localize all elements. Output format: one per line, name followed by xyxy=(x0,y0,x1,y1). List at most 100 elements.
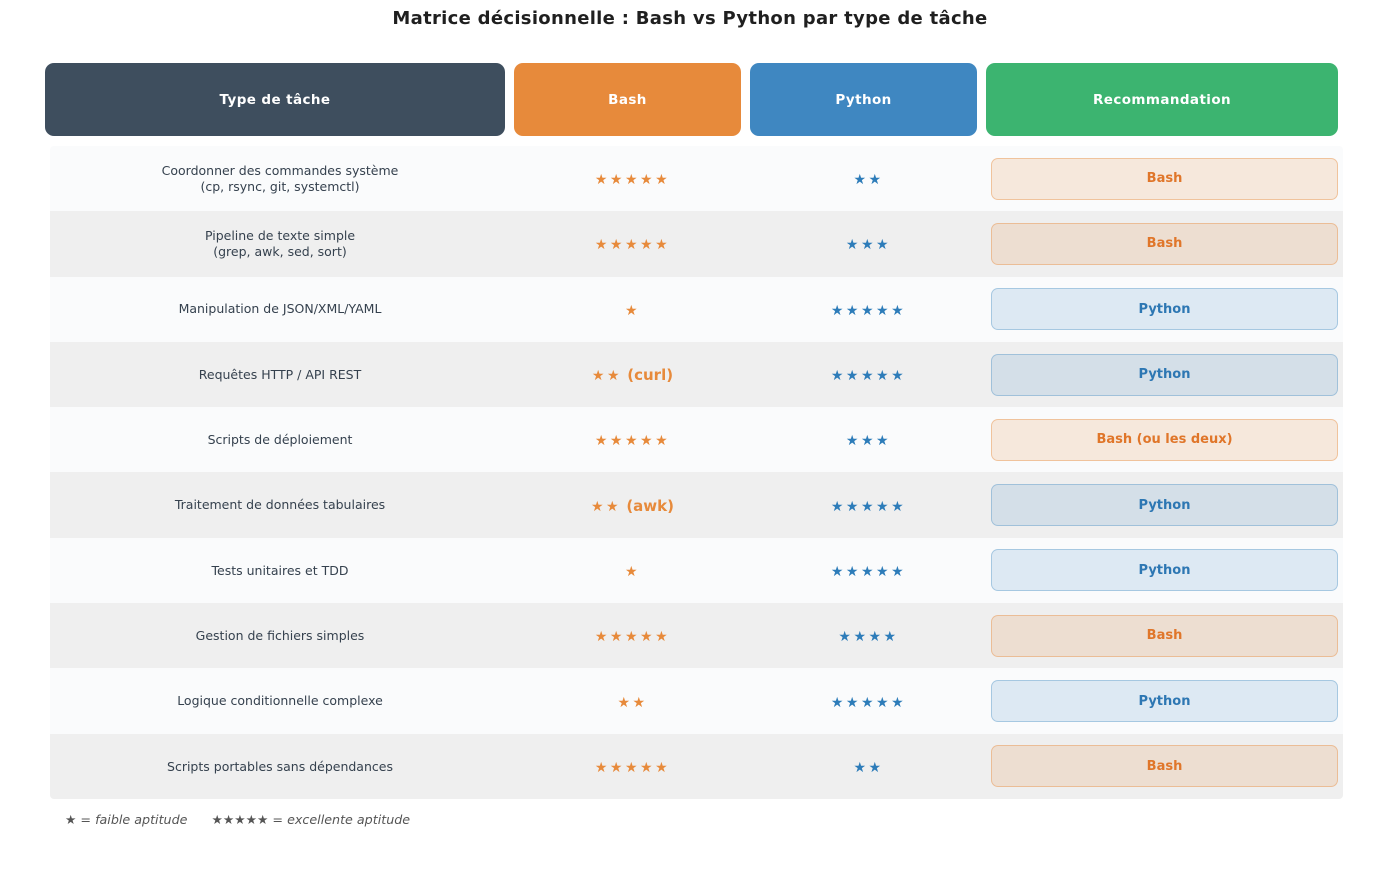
task-cell: Tests unitaires et TDD xyxy=(50,563,510,579)
column-header-task: Type de tâche xyxy=(45,63,505,136)
recommendation-cell: Python xyxy=(991,484,1343,527)
column-header-python: Python xyxy=(750,63,977,136)
task-cell: Manipulation de JSON/XML/YAML xyxy=(50,301,510,317)
task-label: Coordonner des commandes système xyxy=(161,163,399,179)
bash-rating-cell: ★★★★★ xyxy=(519,430,746,449)
recommendation-badge: Python xyxy=(991,353,1338,396)
task-label: Gestion de fichiers simples xyxy=(195,627,365,643)
task-cell: Requêtes HTTP / API REST xyxy=(50,367,510,383)
python-star-rating: ★★★ xyxy=(845,433,892,450)
recommendation-badge: Python xyxy=(991,549,1338,592)
table-header-row: Type de tâche Bash Python Recommandation xyxy=(45,63,1338,136)
task-detail: (grep, awk, sed, sort) xyxy=(213,243,347,259)
task-cell: Pipeline de texte simple (grep, awk, sed,… xyxy=(50,228,510,259)
recommendation-cell: Python xyxy=(991,353,1343,396)
task-label: Pipeline de texte simple xyxy=(204,228,356,244)
bash-star-rating: ★★ xyxy=(617,694,648,711)
table-row: Pipeline de texte simple (grep, awk, sed,… xyxy=(50,211,1343,277)
table-row: Traitement de données tabulaires ★★ (awk)… xyxy=(50,472,1343,538)
task-label: Scripts portables sans dépendances xyxy=(167,758,393,774)
bash-star-rating: ★★★★★ xyxy=(594,629,671,646)
table-row: Requêtes HTTP / API REST ★★ (curl) ★★★★★ Py… xyxy=(50,341,1343,408)
python-rating-cell: ★★★ xyxy=(755,430,982,449)
recommendation-cell: Bash xyxy=(991,157,1343,200)
python-star-rating: ★★★★ xyxy=(838,629,899,646)
column-header-recommendation: Recommandation xyxy=(986,63,1338,136)
recommendation-badge: Bash xyxy=(991,222,1338,265)
table-row: Coordonner des commandes système (cp, rsy… xyxy=(50,146,1343,212)
table-row: Scripts portables sans dépendances ★★★★★ ★… xyxy=(50,733,1343,799)
task-label: Scripts de déploiement xyxy=(207,432,353,448)
python-rating-cell: ★★★★ xyxy=(755,626,982,645)
task-label: Requêtes HTTP / API REST xyxy=(198,366,362,382)
table-body: Coordonner des commandes système (cp, rsy… xyxy=(50,146,1343,799)
bash-star-rating: ★★★★★ xyxy=(594,237,671,254)
bash-rating-cell: ★★★★★ xyxy=(519,757,746,776)
bash-star-rating: ★★★★★ xyxy=(594,433,671,450)
python-rating-cell: ★★ xyxy=(755,757,982,776)
python-star-rating: ★★★★★ xyxy=(830,302,907,319)
recommendation-badge: Bash (ou les deux) xyxy=(991,418,1338,461)
recommendation-cell: Python xyxy=(991,680,1343,723)
table-row: Logique conditionnelle complexe ★★ ★★★★★ Py… xyxy=(50,668,1343,734)
recommendation-badge: Bash xyxy=(991,745,1338,788)
bash-rating-cell: ★★★★★ xyxy=(519,234,746,253)
task-cell: Scripts de déploiement xyxy=(50,432,510,448)
column-header-bash: Bash xyxy=(514,63,741,136)
python-star-rating: ★★ xyxy=(853,759,884,776)
bash-rating-cell: ★★★★★ xyxy=(519,169,746,188)
task-label: Tests unitaires et TDD xyxy=(211,562,349,578)
table-row: Scripts de déploiement ★★★★★ ★★★ Bash (ou l… xyxy=(50,407,1343,473)
recommendation-badge: Python xyxy=(991,680,1338,723)
python-rating-cell: ★★ xyxy=(755,169,982,188)
task-label: Logique conditionnelle complexe xyxy=(177,693,383,709)
recommendation-cell: Python xyxy=(991,549,1343,592)
recommendation-cell: Bash xyxy=(991,614,1343,657)
python-star-rating: ★★★★★ xyxy=(830,694,907,711)
legend-low-aptitude: ★ = faible aptitude xyxy=(65,812,188,827)
python-rating-cell: ★★★★★ xyxy=(755,496,982,515)
task-cell: Coordonner des commandes système (cp, rsy… xyxy=(50,163,510,194)
bash-rating-cell: ★★ (awk) xyxy=(519,496,746,515)
rating-legend: ★ = faible aptitude ★★★★★ = excellente a… xyxy=(65,812,410,827)
legend-high-aptitude: ★★★★★ = excellente aptitude xyxy=(211,812,411,827)
bash-star-rating: ★★ xyxy=(591,368,623,385)
recommendation-cell: Bash (ou les deux) xyxy=(991,418,1343,461)
python-rating-cell: ★★★★★ xyxy=(755,365,982,384)
bash-rating-cell: ★★ xyxy=(519,692,746,711)
bash-tool-note: (curl) xyxy=(622,366,674,385)
bash-star-rating: ★★★★★ xyxy=(594,172,671,189)
bash-star-rating: ★ xyxy=(624,563,641,580)
task-cell: Traitement de données tabulaires xyxy=(50,497,510,513)
python-star-rating: ★★★★★ xyxy=(830,563,907,580)
bash-tool-note: (awk) xyxy=(621,496,674,515)
recommendation-badge: Bash xyxy=(991,614,1338,657)
task-label: Traitement de données tabulaires xyxy=(174,497,386,513)
bash-star-rating: ★ xyxy=(624,302,641,319)
recommendation-badge: Bash xyxy=(991,157,1338,200)
table-row: Tests unitaires et TDD ★ ★★★★★ Python xyxy=(50,537,1343,604)
python-star-rating: ★★★★★ xyxy=(830,368,907,385)
task-detail: (cp, rsync, git, systemctl) xyxy=(200,178,360,194)
recommendation-badge: Python xyxy=(991,288,1338,331)
bash-star-rating: ★★★★★ xyxy=(594,759,671,776)
python-rating-cell: ★★★★★ xyxy=(755,692,982,711)
task-cell: Gestion de fichiers simples xyxy=(50,628,510,644)
python-star-rating: ★★ xyxy=(853,172,884,189)
python-star-rating: ★★★ xyxy=(845,237,892,254)
bash-rating-cell: ★★ (curl) xyxy=(519,365,746,384)
recommendation-cell: Bash xyxy=(991,222,1343,265)
python-rating-cell: ★★★★★ xyxy=(755,561,982,580)
recommendation-cell: Bash xyxy=(991,745,1343,788)
bash-rating-cell: ★★★★★ xyxy=(519,626,746,645)
bash-rating-cell: ★ xyxy=(519,300,746,319)
table-row: Gestion de fichiers simples ★★★★★ ★★★★ Bash xyxy=(50,603,1343,669)
table-row: Manipulation de JSON/XML/YAML ★ ★★★★★ Pytho… xyxy=(50,276,1343,342)
bash-star-rating: ★★ xyxy=(591,498,622,515)
python-rating-cell: ★★★★★ xyxy=(755,300,982,319)
task-cell: Scripts portables sans dépendances xyxy=(50,759,510,775)
recommendation-badge: Python xyxy=(991,484,1338,527)
task-cell: Logique conditionnelle complexe xyxy=(50,693,510,709)
page-title: Matrice décisionnelle : Bash vs Python p… xyxy=(392,8,988,29)
python-rating-cell: ★★★ xyxy=(755,234,982,253)
